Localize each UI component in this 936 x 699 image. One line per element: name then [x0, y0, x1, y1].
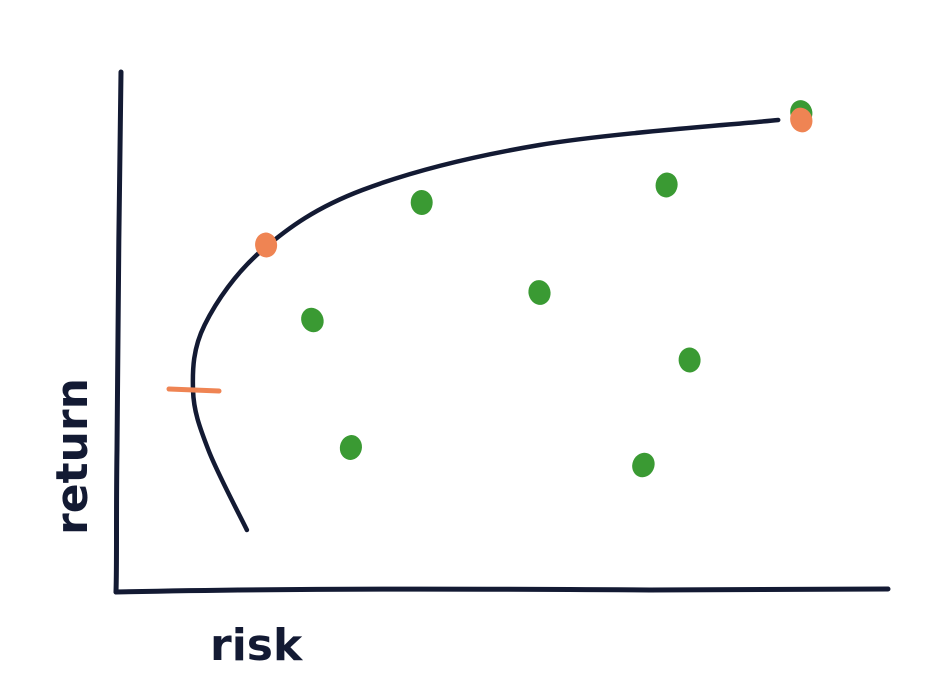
efficient-frontier-curve [190, 117, 781, 533]
green-point [528, 280, 551, 305]
markers-layer [166, 386, 222, 394]
frontier-dash-marker [166, 386, 222, 394]
x-axis-line [113, 586, 891, 595]
green-point [655, 172, 678, 198]
points-layer [255, 100, 813, 478]
green-point [301, 307, 324, 333]
y-axis-line [113, 69, 124, 595]
green-point [678, 347, 701, 373]
orange-point [790, 107, 813, 133]
green-point [339, 435, 362, 460]
green-point [410, 190, 433, 215]
y-axis-label: return [47, 378, 98, 535]
orange-point [255, 232, 278, 258]
chart-axes [113, 69, 891, 595]
green-point [632, 452, 655, 478]
x-axis-label: risk [210, 620, 304, 671]
